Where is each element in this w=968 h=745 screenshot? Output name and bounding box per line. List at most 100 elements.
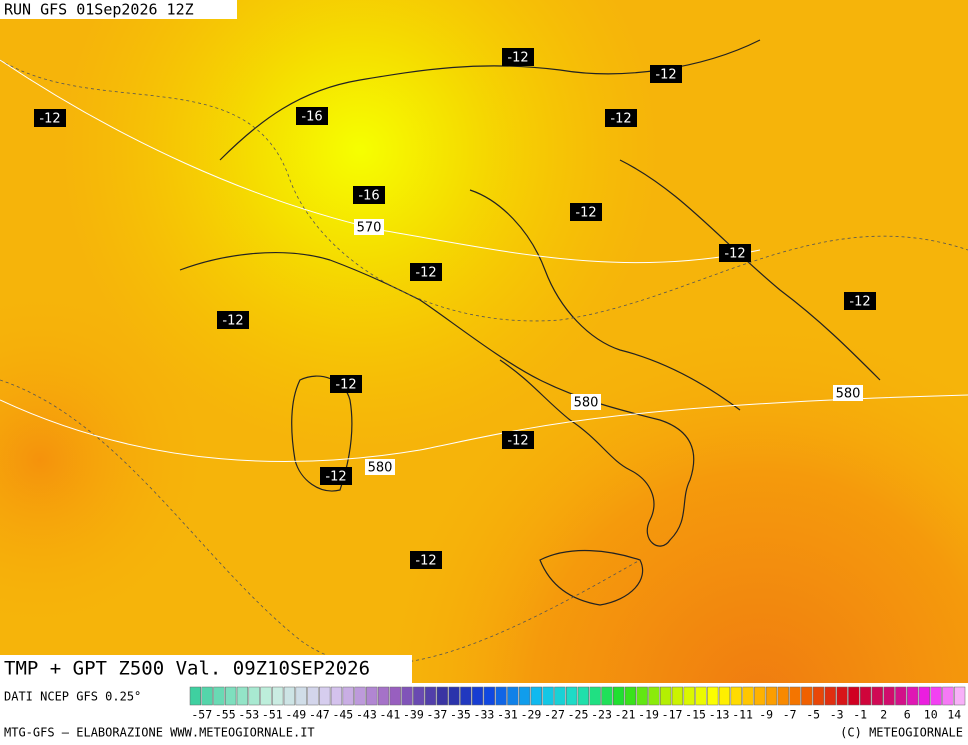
color-swatch: [906, 686, 919, 706]
color-swatch: [812, 686, 825, 706]
color-swatch: [765, 686, 778, 706]
color-swatch: [213, 686, 225, 706]
temperature-label-box: [330, 375, 362, 393]
color-swatch: [836, 686, 848, 706]
color-swatch: [319, 686, 331, 706]
color-swatch: [424, 686, 437, 706]
temperature-label-box: [410, 263, 442, 281]
color-swatch: [883, 686, 895, 706]
color-swatch: [789, 686, 801, 706]
temperature-label: -12: [222, 314, 243, 329]
temperature-label: -16: [301, 110, 322, 125]
temperature-label: -12: [325, 470, 346, 485]
color-swatch: [495, 686, 507, 706]
color-swatch: [483, 686, 495, 706]
color-swatch: [401, 686, 413, 706]
coastline: [539, 549, 644, 606]
color-swatch: [507, 686, 519, 706]
color-swatch: [683, 686, 695, 706]
temperature-label-box: [502, 48, 534, 66]
footer-left: MTG-GFS — ELABORAZIONE WWW.METEOGIORNALE…: [4, 726, 315, 740]
color-bar-label: -17: [662, 708, 683, 722]
temperature-label: -12: [575, 206, 596, 221]
color-bar-label: -21: [615, 708, 636, 722]
temperature-label: -12: [610, 112, 631, 127]
color-swatch: [953, 686, 966, 706]
color-swatch: [460, 686, 472, 706]
color-bar-label: -49: [285, 708, 306, 722]
coastline: [619, 159, 881, 381]
contour-labels: -12 -12 -12 -16 -12 -16 -12 -12 -12 -12 -12 -12 -12 -…: [34, 48, 876, 569]
color-bar-label: -1: [853, 708, 867, 722]
color-bar-label: -23: [591, 708, 612, 722]
temperature-label-box: [353, 186, 385, 204]
color-swatch: [848, 686, 860, 706]
color-swatch: [589, 686, 601, 706]
color-swatch: [601, 686, 613, 706]
coastline: [179, 252, 695, 547]
color-swatch: [236, 686, 249, 706]
color-bar-label: -27: [544, 708, 565, 722]
temperature-label: -12: [415, 554, 436, 569]
color-swatch: [742, 686, 754, 706]
color-swatch: [801, 686, 813, 706]
source-label: DATI NCEP GFS 0.25°: [4, 690, 141, 704]
color-swatch: [730, 686, 742, 706]
color-swatch: [307, 686, 319, 706]
color-bar-label: 14: [947, 708, 961, 722]
color-swatch: [518, 686, 531, 706]
color-swatch: [577, 686, 590, 706]
color-swatch: [295, 686, 307, 706]
height-label-box: [833, 385, 863, 401]
color-swatch: [660, 686, 672, 706]
color-bar-label: -53: [238, 708, 259, 722]
color-bar-label: -33: [474, 708, 495, 722]
color-swatch: [918, 686, 930, 706]
color-swatch: [377, 686, 390, 706]
height-label: 580: [836, 387, 861, 402]
temperature-label: -12: [415, 266, 436, 281]
color-swatch: [613, 686, 625, 706]
color-bar-label: -3: [830, 708, 844, 722]
color-swatch: [189, 686, 202, 706]
color-bar-label: -51: [262, 708, 283, 722]
color-swatch: [648, 686, 660, 706]
color-swatch: [225, 686, 237, 706]
color-swatch: [871, 686, 883, 706]
temperature-label: -16: [358, 189, 379, 204]
color-bar-label: -45: [332, 708, 353, 722]
cold-area: [0, 0, 968, 683]
color-bar-label: -55: [215, 708, 236, 722]
color-swatch: [942, 686, 954, 706]
footer-right: (C) METEOGIORNALE: [840, 726, 963, 740]
color-bar-label: 6: [904, 708, 911, 722]
temperature-label: -12: [724, 247, 745, 262]
color-swatch: [248, 686, 260, 706]
color-swatch: [930, 686, 942, 706]
color-swatch: [389, 686, 401, 706]
color-swatch: [895, 686, 907, 706]
color-bar-label: -31: [497, 708, 518, 722]
color-swatch: [542, 686, 554, 706]
map-area: [0, 0, 968, 683]
height-label: 570: [357, 221, 382, 236]
temperature-label-box: [34, 109, 66, 127]
color-swatch: [624, 686, 637, 706]
height-label-box: [571, 394, 601, 410]
temperature-label-box: [320, 467, 352, 485]
color-swatch: [707, 686, 719, 706]
color-bar-label: -39: [403, 708, 424, 722]
coastline: [469, 189, 741, 411]
color-bar-label: -35: [450, 708, 471, 722]
color-swatch: [283, 686, 296, 706]
color-swatch: [436, 686, 448, 706]
temperature-label: -12: [849, 295, 870, 310]
color-swatch: [671, 686, 684, 706]
isotherms: [0, 59, 968, 665]
color-swatch: [471, 686, 484, 706]
temperature-label-box: [570, 203, 602, 221]
temperature-label: -12: [39, 112, 60, 127]
color-swatch: [260, 686, 272, 706]
color-bar-label: -15: [685, 708, 706, 722]
run-label: RUN GFS 01Sep2026 12Z: [4, 1, 194, 19]
